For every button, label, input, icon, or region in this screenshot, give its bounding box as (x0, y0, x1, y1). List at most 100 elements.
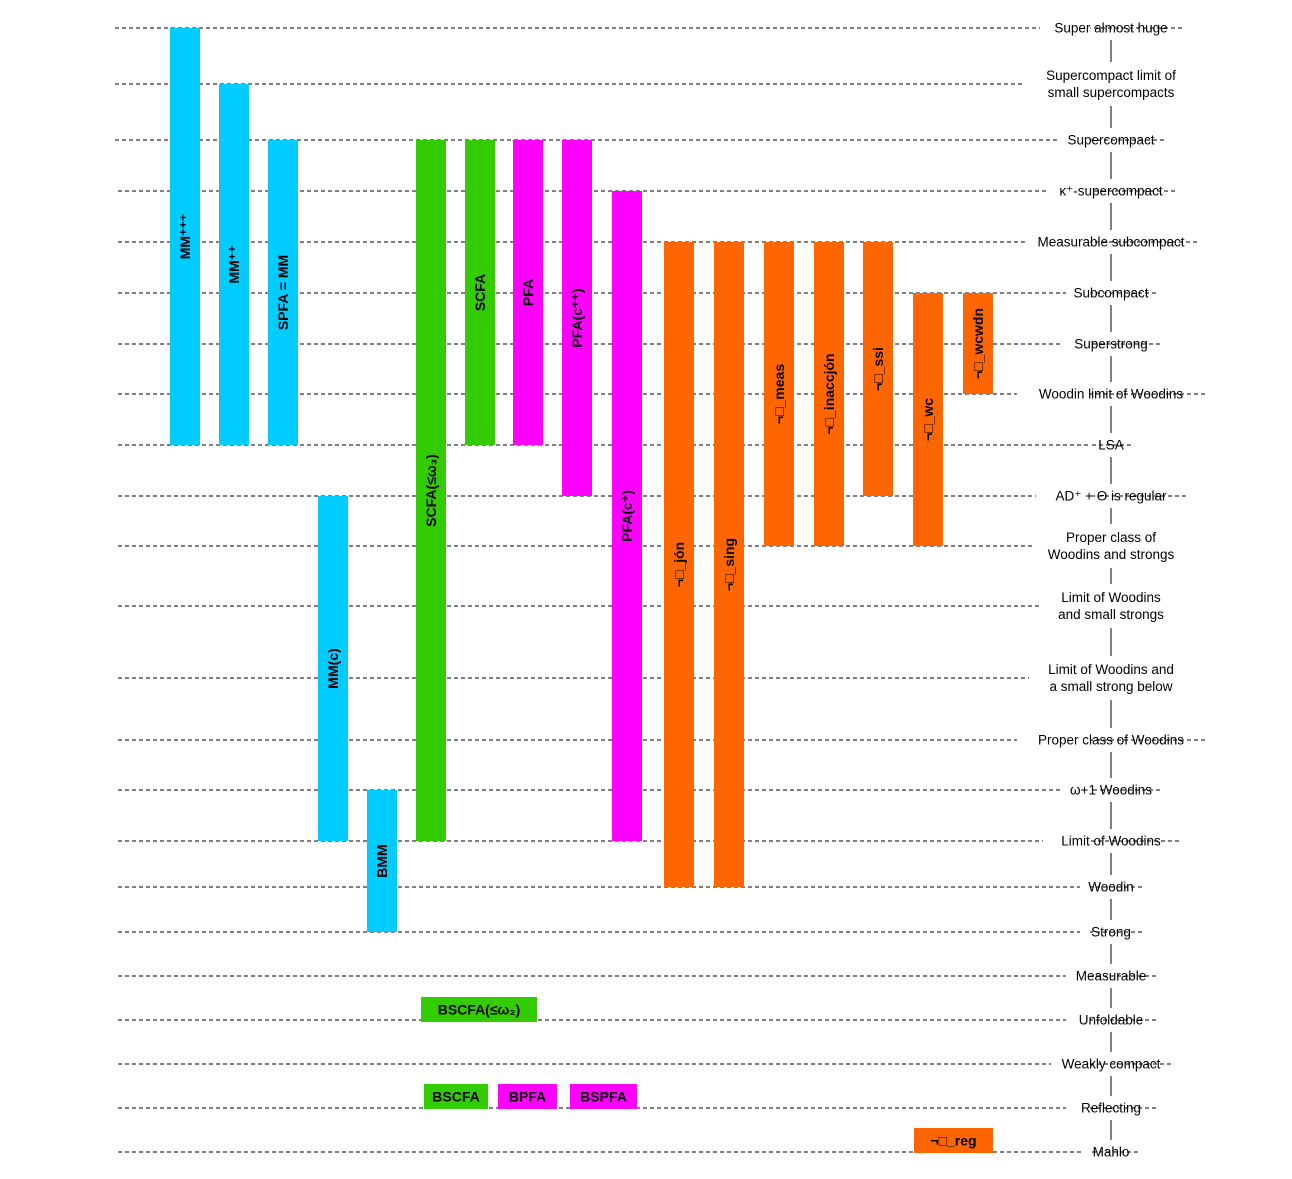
bar-not-box-jon: ¬□_jón (664, 242, 694, 887)
bar-label: ¬□_jón (671, 542, 687, 587)
level-label: Superstrong (1074, 337, 1148, 352)
level-measurable: Measurable (118, 969, 1156, 984)
bar-label: SCFA (472, 274, 488, 311)
box-rect (570, 1084, 637, 1109)
bar-mm-plus-plus: MM⁺⁺ (219, 84, 249, 445)
bar-not-box-inaccjon: ¬□_inaccjón (814, 242, 844, 546)
level-label: Subcompact (1073, 286, 1148, 301)
bar-rect (863, 242, 893, 496)
level-label: Weakly compact (1062, 1057, 1161, 1072)
bar-rect (268, 140, 298, 445)
bar-label: BMM (374, 844, 390, 877)
bar-rect (612, 191, 642, 841)
level-label: Measurable subcompact (1037, 235, 1184, 250)
level-omega-plus-one-woodins: ω+1 Woodins (118, 783, 1160, 798)
bar-pfa-c-plus: PFA(c⁺) (612, 191, 642, 841)
level-proper-class-woodins-strongs: Proper class of Woodins and strongs (118, 530, 1175, 562)
bar-rect (963, 293, 993, 394)
box-bspfa: BSPFA (570, 1084, 637, 1109)
level-supercompact-limit: Supercompact limit of small supercompacts (115, 68, 1176, 100)
bar-mm-c: MM(c) (318, 496, 348, 841)
box-rect (914, 1128, 993, 1153)
bar-pfa: PFA (513, 140, 543, 445)
level-label: and small strongs (1058, 607, 1164, 622)
bar-rect (764, 242, 794, 546)
bar-rect (513, 140, 543, 445)
bar-label: MM⁺⁺ (226, 245, 242, 283)
bar-label: ¬□_inaccjón (821, 353, 837, 434)
bar-scfa-omega3: SCFA(≤ω₃) (416, 140, 446, 841)
bar-label: ¬□_ssi (870, 347, 886, 391)
bar-spfa-mm: SPFA = MM (268, 140, 298, 445)
bar-rect (416, 140, 446, 841)
level-label: Measurable (1076, 969, 1147, 984)
bar-label: MM(c) (325, 648, 341, 688)
bar-not-box-wc: ¬□_wc (913, 293, 943, 546)
bar-rect (562, 140, 592, 496)
bar-rect (465, 140, 495, 445)
bar-rect (367, 790, 397, 932)
level-label: Super almost huge (1054, 21, 1167, 36)
level-label: Woodins and strongs (1048, 547, 1175, 562)
box-rect (421, 997, 537, 1022)
level-label: Limit of Woodins and (1048, 662, 1174, 677)
bar-label: ¬□_meas (771, 364, 787, 424)
level-woodin: Woodin (118, 880, 1142, 895)
level-limit-woodins-small-strongs: Limit of Woodins and small strongs (118, 590, 1164, 622)
level-label: Proper class of Woodins (1038, 733, 1184, 748)
level-ad-plus-theta-regular: AD⁺ + Θ is regular (118, 489, 1186, 504)
bar-not-box-wcwdn: ¬□_wcwdn (963, 293, 993, 394)
bar-label: MM⁺⁺⁺ (177, 214, 193, 260)
level-label: Supercompact limit of (1046, 68, 1176, 83)
bar-not-box-meas: ¬□_meas (764, 242, 794, 546)
bar-rect (814, 242, 844, 546)
level-label: LSA (1098, 438, 1124, 453)
level-label: a small strong below (1049, 679, 1172, 694)
level-label: Supercompact (1067, 133, 1154, 148)
level-limit-of-woodins: Limit of Woodins (118, 834, 1179, 849)
box-label: BSCFA (432, 1089, 479, 1105)
bar-label: PFA(c⁺⁺) (569, 288, 585, 347)
level-label: ω+1 Woodins (1070, 783, 1152, 798)
level-label: Proper class of (1066, 530, 1156, 545)
level-label: Woodin limit of Woodins (1039, 387, 1184, 402)
bar-rect (714, 242, 744, 887)
level-label: Reflecting (1081, 1101, 1141, 1116)
bar-label: ¬□_wc (920, 398, 936, 441)
bar-mm-plus-plus-plus: MM⁺⁺⁺ (170, 28, 200, 445)
box-not-box-reg: ¬□_reg (914, 1128, 993, 1153)
level-limit-woodins-strong-below: Limit of Woodins and a small strong below (118, 662, 1174, 694)
bar-label: PFA(c⁺) (619, 490, 635, 542)
bar-rect (664, 242, 694, 887)
level-label: Mahlo (1093, 1145, 1130, 1160)
bar-pfa-c-plus-plus: PFA(c⁺⁺) (562, 140, 592, 496)
box-bscfa-omega2: BSCFA(≤ω₂) (421, 997, 537, 1022)
level-label: Limit of Woodins (1061, 834, 1161, 849)
level-weakly-compact: Weakly compact (118, 1057, 1171, 1072)
bar-rect (318, 496, 348, 841)
level-label: Woodin (1088, 880, 1134, 895)
box-rect (498, 1084, 557, 1109)
level-label: small supercompacts (1048, 85, 1175, 100)
vertical-bars: MM⁺⁺⁺ MM⁺⁺ SPFA = MM MM(c) BMM SCFA(≤ω₃) SCFA P… (170, 28, 993, 932)
bar-rect (219, 84, 249, 445)
level-reflecting: Reflecting (118, 1101, 1156, 1116)
level-label: Unfoldable (1079, 1013, 1144, 1028)
level-proper-class-woodins: Proper class of Woodins (118, 733, 1205, 748)
label-boxes: BSCFA(≤ω₂) BSCFA BPFA BSPFA ¬□_reg (421, 997, 993, 1153)
bar-label: ¬□_sing (721, 538, 737, 591)
bar-scfa: SCFA (465, 140, 495, 445)
level-unfoldable: Unfoldable (118, 1013, 1156, 1028)
bar-label: PFA (520, 279, 536, 306)
bar-not-box-ssi: ¬□_ssi (863, 242, 893, 496)
level-label: AD⁺ + Θ is regular (1055, 489, 1167, 504)
bar-not-box-sing: ¬□_sing (714, 242, 744, 887)
bar-rect (913, 293, 943, 546)
level-strong: Strong (118, 925, 1142, 940)
bar-label: SPFA = MM (275, 255, 291, 330)
box-label: BSCFA(≤ω₂) (438, 1002, 521, 1018)
bar-rect (170, 28, 200, 445)
box-bscfa: BSCFA (424, 1084, 488, 1109)
